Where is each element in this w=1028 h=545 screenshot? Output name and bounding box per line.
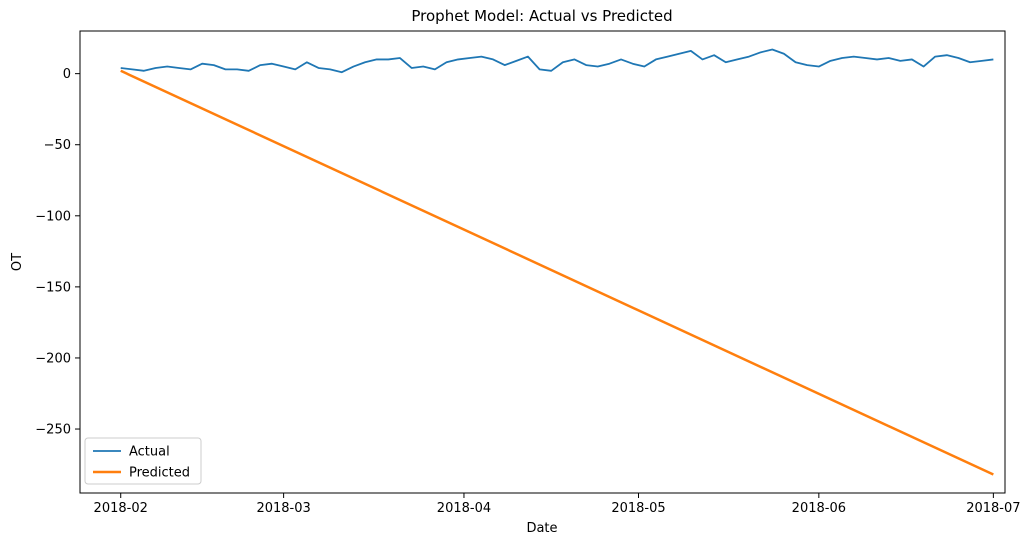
x-tick-label: 2018-05 xyxy=(611,501,665,516)
series-line-actual xyxy=(120,48,994,74)
x-tick-label: 2018-03 xyxy=(256,501,310,516)
y-tick-label: −200 xyxy=(35,351,71,366)
x-axis: 2018-02 2018-03 2018-04 2018-05 2018-06 2018-… xyxy=(94,493,1021,516)
y-tick-label: −150 xyxy=(35,280,71,295)
y-tick-label: −100 xyxy=(35,209,71,224)
chart-title: Prophet Model: Actual vs Predicted xyxy=(411,7,672,25)
legend-label-actual: Actual xyxy=(129,445,170,460)
y-tick-label: −50 xyxy=(44,138,71,153)
x-tick-label: 2018-04 xyxy=(437,501,491,516)
x-axis-label: Date xyxy=(526,521,557,536)
plot-frame xyxy=(79,30,1006,494)
y-tick-label: 0 xyxy=(63,67,71,82)
legend: Actual Predicted xyxy=(84,437,202,485)
x-tick-label: 2018-02 xyxy=(94,501,148,516)
x-tick-label: 2018-07 xyxy=(966,501,1020,516)
y-tick-label: −250 xyxy=(35,423,71,438)
y-axis: 0 −50 −100 −150 −200 −250 xyxy=(35,67,80,438)
series-line-predicted xyxy=(120,69,994,476)
legend-label-predicted: Predicted xyxy=(129,466,190,481)
x-tick-label: 2018-06 xyxy=(792,501,846,516)
y-axis-label: OT xyxy=(10,253,25,271)
plot-area xyxy=(79,30,1006,494)
